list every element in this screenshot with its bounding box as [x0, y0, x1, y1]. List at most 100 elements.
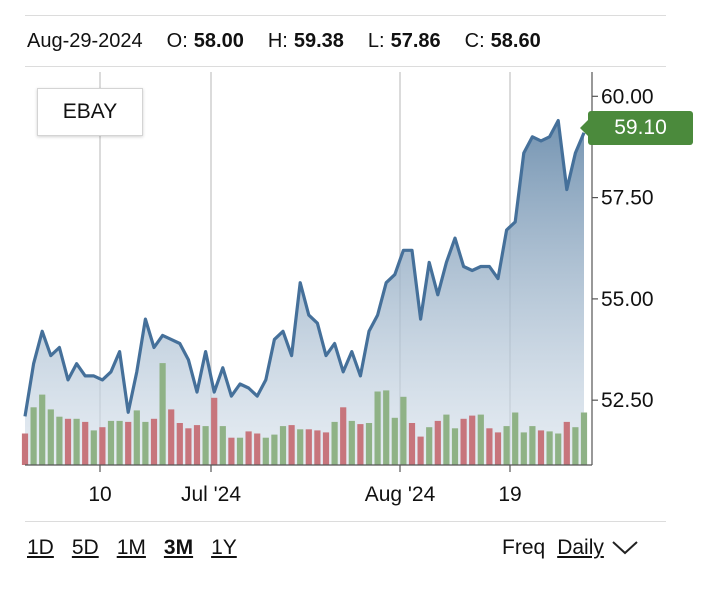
volume-bar — [297, 429, 304, 465]
volume-bar — [193, 425, 201, 465]
volume-bar — [365, 423, 373, 465]
volume-bar — [563, 421, 570, 465]
volume-bar — [443, 414, 450, 465]
volume-bar — [219, 426, 226, 465]
volume-bar — [322, 432, 330, 465]
ohlc-readout: Aug-29-2024 O: 58.00 H: 59.38 L: 57.86 C… — [27, 30, 541, 56]
volume-bar — [39, 394, 46, 465]
volume-bar — [546, 431, 553, 465]
y-tick-label: 57.50 — [601, 187, 654, 210]
close-label: C: — [464, 30, 485, 52]
volume-bar — [254, 433, 261, 465]
volume-bar — [460, 418, 467, 465]
header-divider — [25, 66, 666, 67]
volume-bar — [580, 412, 588, 465]
volume-bar — [469, 415, 476, 465]
open-value: 58.00 — [193, 30, 244, 52]
low-label: L: — [367, 30, 385, 52]
volume-bar — [537, 430, 545, 465]
volume-bar — [503, 426, 510, 465]
y-tick-label: 55.00 — [601, 288, 654, 311]
volume-bar — [56, 416, 63, 465]
freq-value[interactable]: Daily — [557, 536, 604, 559]
volume-bar — [572, 427, 579, 465]
volume-bar — [99, 427, 106, 465]
volume-bar — [30, 407, 37, 466]
volume-bar — [426, 427, 433, 465]
volume-bar — [383, 390, 390, 465]
volume-bar — [279, 426, 287, 465]
volume-bar — [236, 437, 244, 465]
volume-bar — [400, 396, 407, 466]
open-label: O: — [166, 30, 188, 52]
volume-bar — [116, 420, 123, 465]
x-tick-label: 10 — [88, 483, 111, 506]
volume-bar — [185, 428, 192, 466]
volume-bar — [228, 437, 235, 465]
volume-bar — [271, 434, 278, 465]
volume-bar — [555, 433, 562, 465]
x-tick-label: 19 — [498, 483, 521, 506]
close-value: 58.60 — [490, 30, 541, 52]
range-selector: 1D 5D 1M 3M 1Y — [27, 536, 255, 560]
volume-bar — [288, 425, 295, 465]
volume-bar — [159, 363, 166, 465]
volume-bar — [374, 391, 381, 465]
volume-bar — [73, 418, 80, 465]
volume-bar — [262, 437, 269, 465]
freq-label: Freq — [502, 536, 546, 559]
volume-bar — [494, 432, 502, 465]
y-tick-label: 60.00 — [601, 85, 654, 108]
volume-bar — [305, 429, 312, 465]
high-label: H: — [267, 30, 288, 52]
volume-bar — [417, 436, 424, 465]
volume-bar — [90, 430, 97, 465]
volume-bar — [176, 423, 183, 465]
x-tick-label: Jul '24 — [181, 483, 241, 506]
frequency-selector[interactable]: Freq Daily — [502, 536, 638, 560]
range-5d[interactable]: 5D — [71, 536, 99, 559]
volume-bar — [512, 412, 519, 465]
volume-bar — [529, 426, 536, 465]
volume-bar — [142, 421, 149, 465]
footer-divider — [25, 521, 666, 522]
range-3m[interactable]: 3M — [163, 536, 194, 559]
top-divider — [25, 15, 666, 16]
x-tick-label: Aug '24 — [365, 483, 436, 506]
volume-bar — [451, 428, 459, 466]
volume-bars — [21, 363, 588, 466]
volume-bar — [245, 431, 252, 465]
volume-bar — [520, 432, 527, 465]
price-line — [23, 119, 586, 417]
range-1y[interactable]: 1Y — [211, 536, 237, 559]
high-value: 59.38 — [293, 30, 344, 52]
volume-bar — [107, 420, 115, 465]
volume-bar — [133, 410, 140, 465]
volume-bar — [477, 414, 484, 465]
volume-bar — [168, 409, 175, 466]
volume-bar — [64, 418, 72, 465]
volume-bar — [340, 407, 347, 466]
volume-bar — [47, 409, 54, 466]
ohlc-date: Aug-29-2024 — [27, 30, 143, 52]
last-price-badge: 59.10 — [580, 111, 693, 145]
range-1m[interactable]: 1M — [116, 536, 146, 559]
ticker-label: EBAY — [37, 88, 143, 136]
volume-bar — [82, 421, 89, 465]
volume-bar — [357, 424, 364, 466]
volume-bar — [434, 420, 441, 465]
chevron-down-icon[interactable] — [612, 541, 638, 555]
volume-bar — [21, 433, 29, 465]
volume-bar — [150, 418, 158, 465]
volume-bar — [331, 421, 338, 465]
volume-bar — [408, 423, 416, 465]
volume-bar — [391, 417, 398, 466]
volume-bar — [202, 426, 209, 465]
volume-bar — [348, 420, 355, 465]
volume-bar — [125, 421, 132, 465]
volume-bar — [486, 428, 493, 466]
volume-bar — [211, 397, 218, 465]
y-tick-label: 52.50 — [601, 389, 654, 412]
range-1d[interactable]: 1D — [27, 536, 54, 559]
